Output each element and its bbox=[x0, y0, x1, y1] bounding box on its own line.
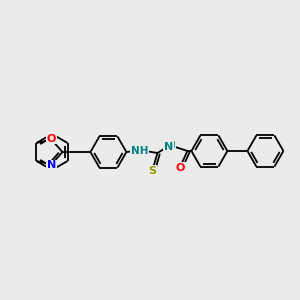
Text: O: O bbox=[47, 134, 56, 143]
Text: H: H bbox=[168, 142, 175, 151]
Text: N: N bbox=[47, 160, 56, 170]
Text: S: S bbox=[148, 166, 156, 176]
Text: NH: NH bbox=[131, 146, 148, 156]
Text: N: N bbox=[164, 142, 173, 152]
Text: O: O bbox=[176, 163, 185, 173]
